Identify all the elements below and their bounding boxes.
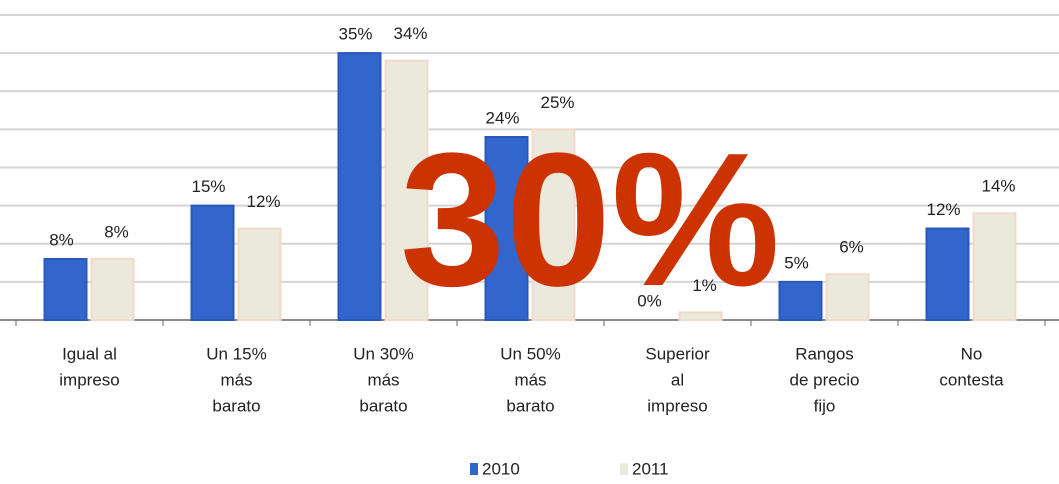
x-tick-label: No [961, 344, 983, 363]
value-label: 12% [926, 200, 960, 219]
bar [190, 204, 235, 321]
legend-swatch [470, 463, 478, 475]
x-tick-label: Un 50% [500, 344, 560, 363]
value-label: 14% [981, 177, 1015, 196]
bar [778, 280, 823, 321]
value-label: 1% [692, 276, 717, 295]
bar [484, 136, 529, 321]
annotation: 30% [400, 114, 780, 326]
x-tick-label: Un 30% [353, 344, 413, 363]
bar [237, 227, 282, 321]
x-tick-label: Un 15% [206, 344, 266, 363]
legend-swatch [620, 463, 628, 475]
legend-label: 2011 [632, 459, 669, 478]
value-label: 34% [393, 24, 427, 43]
x-tick-label: más [514, 370, 546, 389]
x-tick-label: de precio [790, 370, 860, 389]
bar [90, 258, 135, 321]
legend-label: 2010 [482, 459, 520, 478]
bar [531, 128, 576, 321]
bar [337, 52, 382, 321]
x-tick-label: impreso [59, 370, 119, 389]
bar [825, 273, 870, 321]
bar [678, 311, 723, 321]
value-label: 24% [485, 108, 519, 127]
value-label: 8% [104, 222, 129, 241]
x-tick-label: más [367, 370, 399, 389]
x-tick-label: impreso [647, 396, 707, 415]
x-tick-label: Rangos [795, 344, 854, 363]
x-tick-label: al [671, 370, 684, 389]
value-label: 15% [191, 177, 225, 196]
x-tick-label: Superior [645, 344, 710, 363]
x-tick-label: barato [212, 396, 260, 415]
x-tick-label: fijo [814, 396, 836, 415]
bar [925, 227, 970, 321]
x-tick-label: contesta [939, 370, 1004, 389]
value-label: 0% [637, 291, 662, 310]
bar [384, 59, 429, 321]
bar [972, 212, 1017, 321]
x-tick-label: más [220, 370, 252, 389]
value-label: 35% [338, 25, 372, 44]
x-tick-label: Igual al [62, 344, 117, 363]
value-label: 6% [839, 238, 864, 257]
value-label: 25% [540, 93, 574, 112]
value-label: 8% [49, 230, 74, 249]
x-tick-label: barato [359, 396, 407, 415]
value-label: 12% [246, 192, 280, 211]
value-label: 5% [784, 253, 809, 272]
x-tick-label: barato [506, 396, 554, 415]
bar [43, 258, 88, 321]
